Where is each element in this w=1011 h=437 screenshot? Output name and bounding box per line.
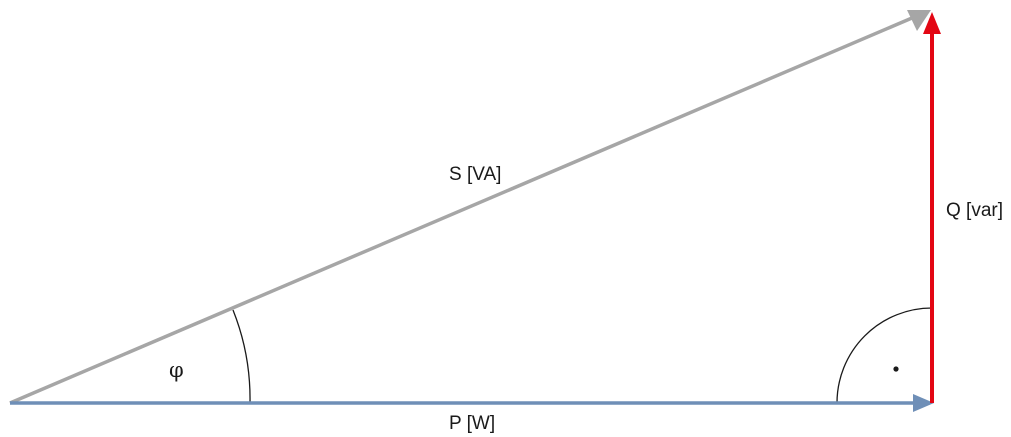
right-angle-arc [836,307,933,404]
active-power-arrowhead [913,394,934,412]
angle-phi-arc [232,309,251,404]
reactive-power-label: Q [var] [946,200,1003,221]
apparent-power-label: S [VA] [449,164,501,185]
apparent-power-vector [9,16,913,405]
angle-phi-label: φ [169,358,184,382]
right-angle-dot [893,366,899,372]
active-power-label: P [W] [449,413,495,434]
reactive-power-arrowhead [923,12,941,34]
apparent-power-arrowhead [907,10,931,31]
